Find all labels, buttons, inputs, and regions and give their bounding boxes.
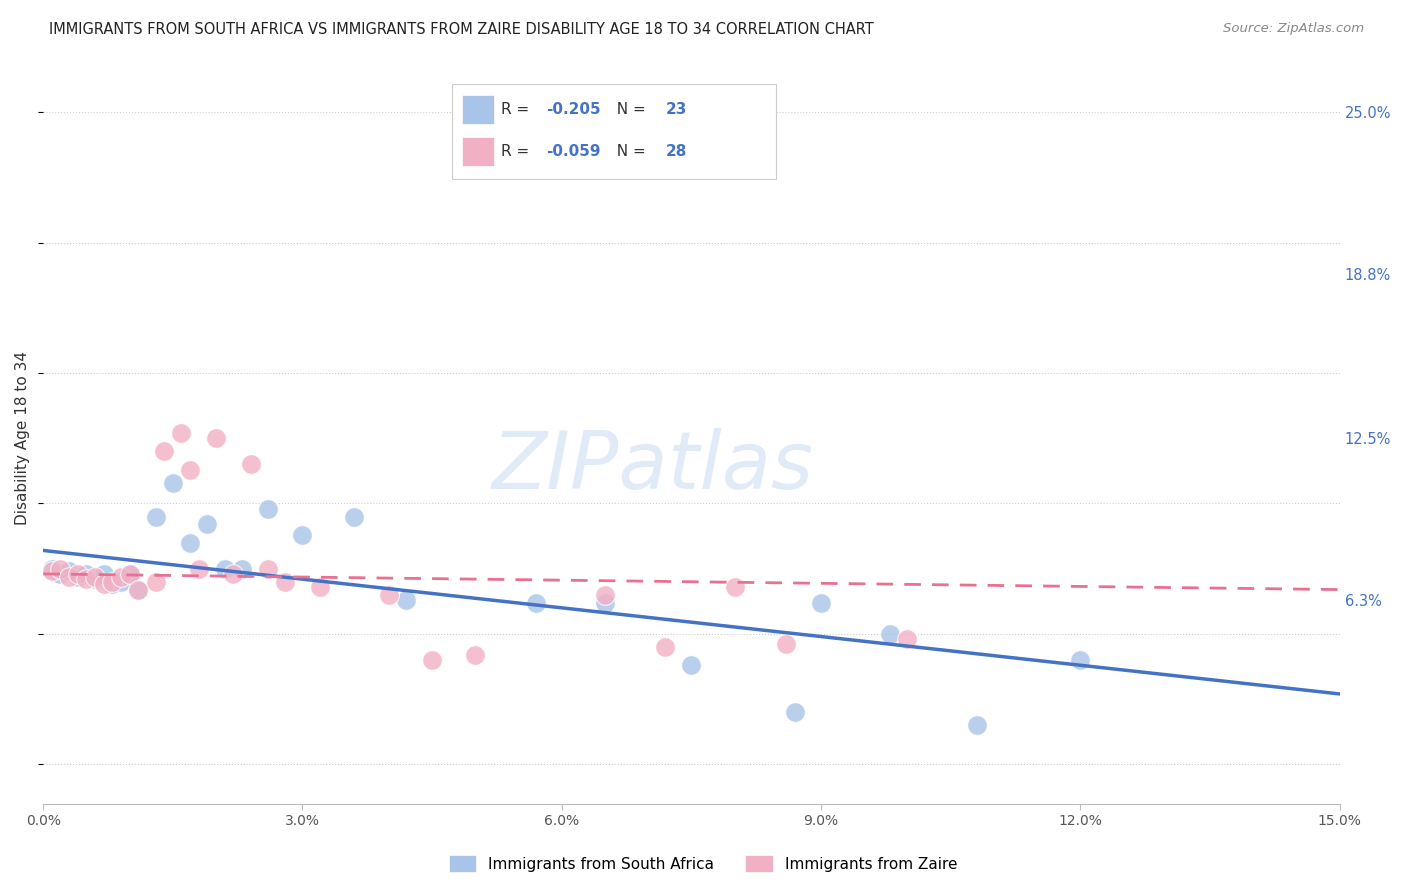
Point [187, 562, 209, 576]
Point [231, 562, 253, 576]
Bar [463, 95, 495, 124]
Point [257, 501, 280, 516]
Point [274, 574, 297, 589]
Point [524, 596, 547, 610]
Point [1069, 653, 1091, 667]
Text: N =: N = [607, 144, 651, 159]
Point [593, 588, 616, 602]
Point [170, 425, 193, 440]
Point [205, 431, 228, 445]
Text: -0.205: -0.205 [546, 102, 600, 117]
Point [145, 574, 167, 589]
FancyBboxPatch shape [451, 84, 776, 179]
Point [118, 566, 141, 581]
Point [75, 566, 97, 581]
Point [93, 577, 115, 591]
Point [127, 582, 149, 597]
Point [41, 564, 63, 578]
Text: R =: R = [501, 144, 534, 159]
Text: R =: R = [501, 102, 534, 117]
Point [257, 562, 280, 576]
Point [153, 444, 176, 458]
Point [84, 569, 107, 583]
Point [127, 582, 149, 597]
Point [810, 596, 832, 610]
Point [101, 574, 124, 589]
Point [343, 509, 366, 524]
Point [896, 632, 918, 647]
Point [145, 509, 167, 524]
Text: Source: ZipAtlas.com: Source: ZipAtlas.com [1223, 22, 1364, 36]
Point [41, 562, 63, 576]
Point [593, 596, 616, 610]
Point [101, 577, 124, 591]
Text: -0.059: -0.059 [546, 144, 600, 159]
Text: N =: N = [607, 102, 651, 117]
Point [75, 572, 97, 586]
Point [222, 566, 245, 581]
Point [197, 517, 219, 532]
Point [785, 705, 807, 719]
Bar [463, 136, 495, 166]
Point [179, 462, 201, 476]
Point [58, 569, 80, 583]
Point [66, 569, 89, 583]
Point [723, 580, 745, 594]
Text: 23: 23 [665, 102, 688, 117]
Point [118, 566, 141, 581]
Text: 28: 28 [665, 144, 688, 159]
Point [966, 718, 988, 732]
Point [49, 562, 72, 576]
Point [179, 535, 201, 549]
Point [308, 580, 330, 594]
Point [291, 528, 314, 542]
Point [239, 458, 262, 472]
Point [775, 637, 797, 651]
Y-axis label: Disability Age 18 to 34: Disability Age 18 to 34 [15, 351, 30, 525]
Point [879, 627, 901, 641]
Point [110, 569, 132, 583]
Point [162, 475, 184, 490]
Point [110, 574, 132, 589]
Point [66, 566, 89, 581]
Point [464, 648, 486, 662]
Point [681, 658, 703, 673]
Legend: Immigrants from South Africa, Immigrants from Zaire: Immigrants from South Africa, Immigrants… [441, 847, 965, 880]
Point [214, 562, 236, 576]
Point [654, 640, 676, 654]
Text: ZIPatlas: ZIPatlas [492, 428, 814, 507]
Point [58, 564, 80, 578]
Point [420, 653, 443, 667]
Point [395, 593, 418, 607]
Point [49, 566, 72, 581]
Text: IMMIGRANTS FROM SOUTH AFRICA VS IMMIGRANTS FROM ZAIRE DISABILITY AGE 18 TO 34 CO: IMMIGRANTS FROM SOUTH AFRICA VS IMMIGRAN… [49, 22, 875, 37]
Point [378, 588, 401, 602]
Point [93, 566, 115, 581]
Point [84, 572, 107, 586]
